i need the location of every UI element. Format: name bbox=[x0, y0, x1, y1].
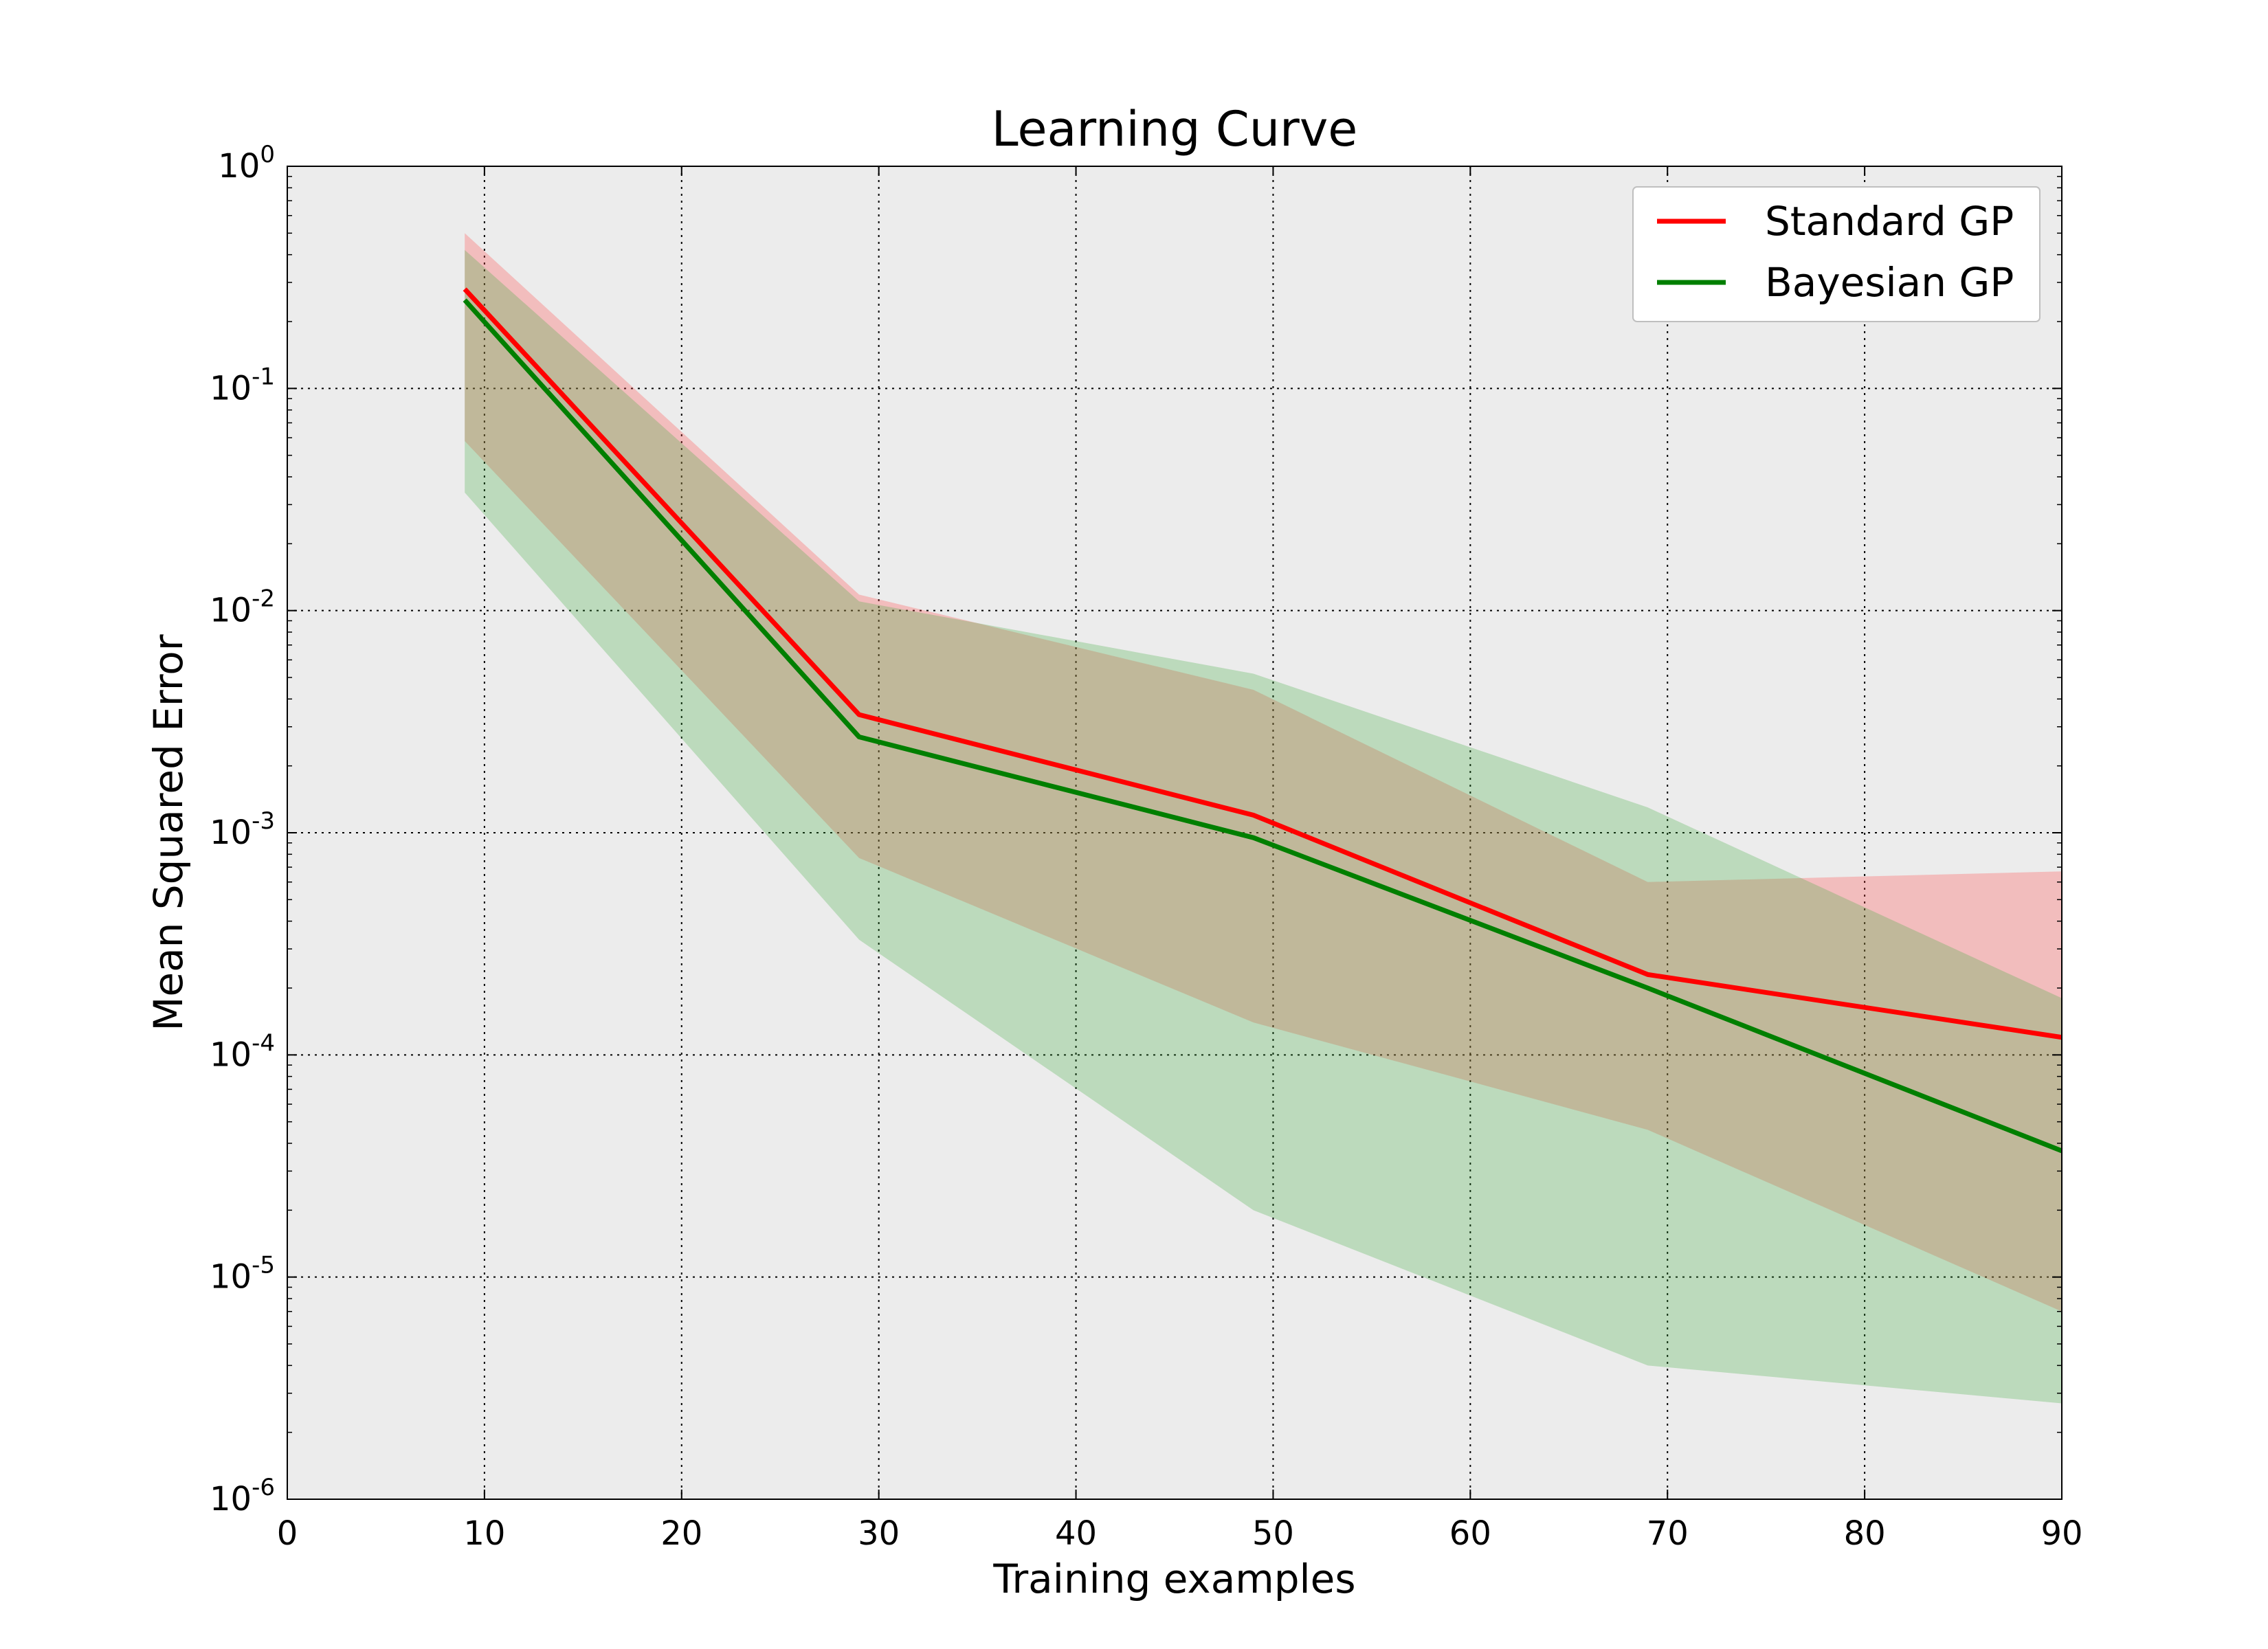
x-tick-label: 30 bbox=[858, 1514, 900, 1553]
legend-label-bayesian-gp: Bayesian GP bbox=[1765, 259, 2014, 306]
x-tick-label: 90 bbox=[2041, 1514, 2082, 1553]
x-tick-label: 70 bbox=[1647, 1514, 1689, 1553]
y-tick-label: 10-5 bbox=[210, 1252, 275, 1297]
band-standard-gp bbox=[465, 233, 2063, 1312]
legend-label-standard-gp: Standard GP bbox=[1765, 198, 2014, 245]
x-tick-label: 50 bbox=[1252, 1514, 1294, 1553]
legend-box bbox=[1632, 186, 2041, 322]
x-tick-label: 60 bbox=[1449, 1514, 1491, 1553]
x-tick-label: 40 bbox=[1055, 1514, 1097, 1553]
y-tick-label: 100 bbox=[218, 141, 275, 186]
axis-ticks: 0 10 20 30 40 50 60 70 80 90 100 10-1 10-2 10-3 10-4 10… bbox=[210, 141, 2083, 1553]
y-tick-label: 10-4 bbox=[210, 1029, 275, 1074]
y-tick-label: 10-6 bbox=[210, 1474, 275, 1518]
band-bayesian-gp bbox=[465, 249, 2063, 1404]
y-tick-label: 10-2 bbox=[210, 585, 275, 630]
x-tick-label: 0 bbox=[277, 1514, 298, 1553]
chart-title: Learning Curve bbox=[992, 101, 1358, 157]
x-tick-label: 80 bbox=[1844, 1514, 1886, 1553]
x-tick-label: 10 bbox=[463, 1514, 505, 1553]
y-tick-label: 10-3 bbox=[210, 807, 275, 852]
x-tick-label: 20 bbox=[660, 1514, 702, 1553]
y-tick-label: 10-1 bbox=[210, 363, 275, 407]
legend: Standard GP Bayesian GP bbox=[1632, 186, 2041, 322]
x-axis-label: Training examples bbox=[992, 1556, 1355, 1602]
confidence-bands bbox=[465, 233, 2063, 1404]
y-axis-label: Mean Squared Error bbox=[145, 634, 192, 1031]
